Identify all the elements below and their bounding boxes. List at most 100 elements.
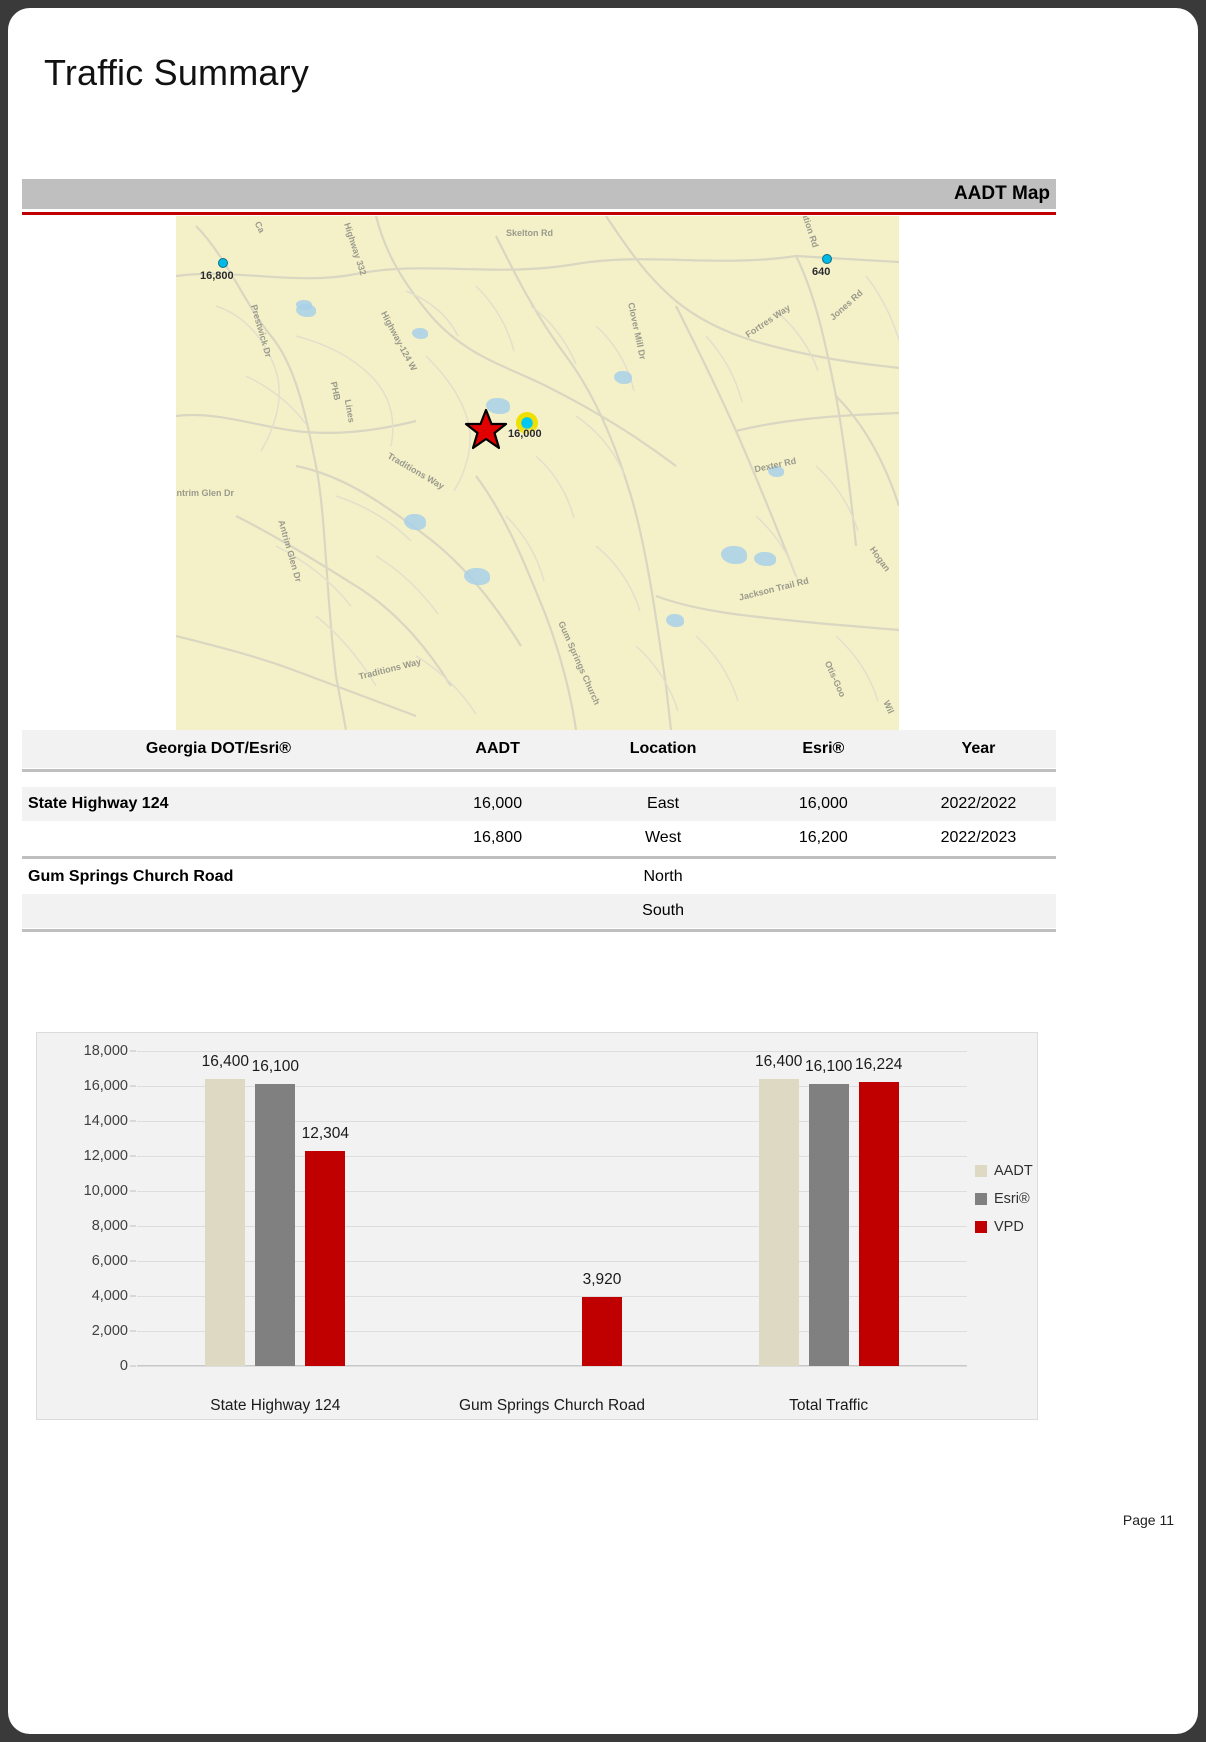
- chart-legend-item[interactable]: AADT: [975, 1163, 1033, 1179]
- table-header-esri: Esri®: [745, 730, 901, 768]
- row-name: Gum Springs Church Road: [22, 860, 415, 894]
- aadt-value-16800: 16,800: [200, 270, 234, 282]
- chart-legend-label: VPD: [994, 1219, 1024, 1235]
- chart-bar[interactable]: [205, 1079, 246, 1366]
- row-aadt: 16,000: [414, 787, 581, 821]
- table-row[interactable]: State Highway 124 16,000 East 16,000 202…: [22, 787, 1056, 821]
- table-row[interactable]: 16,800 West 16,200 2022/2023: [22, 821, 1056, 855]
- table-header-row: Georgia DOT/Esri® AADT Location Esri® Ye…: [22, 730, 1056, 768]
- chart-bar[interactable]: [808, 1084, 849, 1366]
- row-aadt: [414, 860, 581, 894]
- chart-bar-label: 16,400: [754, 1053, 803, 1070]
- chart-legend-label: Esri®: [994, 1191, 1030, 1207]
- chart-y-tick-mark: [130, 1295, 136, 1297]
- row-year: 2022/2022: [900, 787, 1056, 821]
- chart-bar-label: 16,100: [804, 1058, 853, 1076]
- chart-y-tick-label: 2,000: [91, 1323, 128, 1339]
- chart-y-tick-label: 14,000: [83, 1113, 128, 1129]
- row-aadt: 16,800: [414, 821, 581, 855]
- chart-bar-label: 3,920: [582, 1271, 622, 1289]
- chart-legend-swatch: [975, 1165, 987, 1177]
- chart-bar[interactable]: [305, 1150, 346, 1366]
- aadt-site-dot-marker[interactable]: [516, 412, 538, 434]
- table-divider: [22, 928, 1056, 933]
- table-divider: [22, 768, 1056, 773]
- chart-bar[interactable]: [858, 1082, 899, 1366]
- chart-y-tick-label: 10,000: [83, 1183, 128, 1199]
- page-title: Traffic Summary: [44, 52, 310, 93]
- chart-y-tick-label: 18,000: [83, 1043, 128, 1059]
- section-header-label: AADT Map: [953, 183, 1050, 204]
- aadt-value-640: 640: [812, 266, 831, 278]
- row-esri: 16,200: [745, 821, 901, 855]
- chart-gridline: [137, 1331, 967, 1332]
- water-body: [768, 466, 784, 477]
- row-location: East: [580, 787, 746, 821]
- row-location: South: [580, 894, 746, 928]
- aadt-dot-marker[interactable]: [218, 258, 228, 268]
- chart-y-tick-mark: [130, 1190, 136, 1192]
- table-spacer-row: [22, 773, 1056, 787]
- chart-y-tick-mark: [130, 1225, 136, 1227]
- page-number: Page 11: [1122, 1512, 1174, 1528]
- water-body: [614, 371, 632, 384]
- chart-gridline: [137, 1366, 967, 1367]
- chart-y-tick-label: 12,000: [83, 1148, 128, 1164]
- chart-bar-label: 16,400: [201, 1053, 250, 1070]
- chart-x-axis: [137, 1365, 967, 1366]
- chart-bar[interactable]: [758, 1079, 799, 1366]
- water-body: [464, 568, 490, 585]
- chart-x-category-label: Total Traffic: [789, 1397, 869, 1414]
- chart-y-tick-mark: [130, 1085, 136, 1087]
- water-body: [486, 398, 510, 414]
- slide-page: Traffic Summary AADT Map: [8, 8, 1198, 1734]
- map-roads-layer: [176, 216, 899, 730]
- table-header-location: Location: [580, 730, 746, 768]
- row-location: West: [580, 821, 746, 855]
- water-body: [404, 514, 426, 530]
- chart-gridline: [137, 1121, 967, 1122]
- water-body: [296, 300, 312, 310]
- chart-legend: AADT Esri® VPD: [975, 1163, 1033, 1247]
- chart-x-category-label: Gum Springs Church Road: [458, 1397, 646, 1414]
- table-row[interactable]: Gum Springs Church Road North: [22, 860, 1056, 894]
- chart-legend-item[interactable]: VPD: [975, 1219, 1033, 1235]
- water-body: [754, 552, 776, 566]
- table-header-year: Year: [900, 730, 1056, 768]
- water-body: [721, 546, 747, 564]
- chart-bar-label: 12,304: [301, 1124, 350, 1142]
- chart-legend-swatch: [975, 1193, 987, 1205]
- row-location: North: [580, 860, 746, 894]
- chart-gridline: [137, 1051, 967, 1052]
- table-row[interactable]: South: [22, 894, 1056, 928]
- chart-legend-item[interactable]: Esri®: [975, 1191, 1033, 1207]
- chart-y-tick-label: 4,000: [91, 1288, 128, 1304]
- water-body: [412, 328, 428, 339]
- table-divider: [22, 855, 1056, 860]
- chart-gridline: [137, 1226, 967, 1227]
- chart-bar[interactable]: [255, 1084, 296, 1366]
- chart-bar-label: 16,224: [854, 1056, 903, 1074]
- chart-y-tick-label: 6,000: [91, 1253, 128, 1269]
- chart-legend-label: AADT: [994, 1163, 1033, 1179]
- chart-bar-label: 16,100: [251, 1058, 300, 1076]
- chart-y-tick-mark: [130, 1050, 136, 1052]
- table-header-aadt: AADT: [414, 730, 581, 768]
- aadt-map[interactable]: Skelton Rd Highway 332 Highway-124 W Pre…: [176, 216, 899, 730]
- table-header-source: Georgia DOT/Esri®: [22, 730, 415, 768]
- chart-gridline: [137, 1086, 967, 1087]
- chart-gridline: [137, 1156, 967, 1157]
- chart-bar[interactable]: [582, 1297, 622, 1366]
- aadt-dot-marker[interactable]: [822, 254, 832, 264]
- section-header-bar: AADT Map: [22, 179, 1056, 209]
- traffic-bar-chart: 0 2,000 4,000 6,000 8,000 10,000 12,000 14,000 1…: [36, 1032, 1038, 1420]
- row-year: [900, 860, 1056, 894]
- row-year: [900, 894, 1056, 928]
- chart-gridline: [137, 1296, 967, 1297]
- chart-x-category-label: State Highway 124: [210, 1397, 341, 1414]
- row-esri: [745, 860, 901, 894]
- chart-y-tick-label: 0: [119, 1358, 128, 1374]
- water-body: [666, 614, 684, 627]
- chart-gridline: [137, 1261, 967, 1262]
- chart-legend-swatch: [975, 1221, 987, 1233]
